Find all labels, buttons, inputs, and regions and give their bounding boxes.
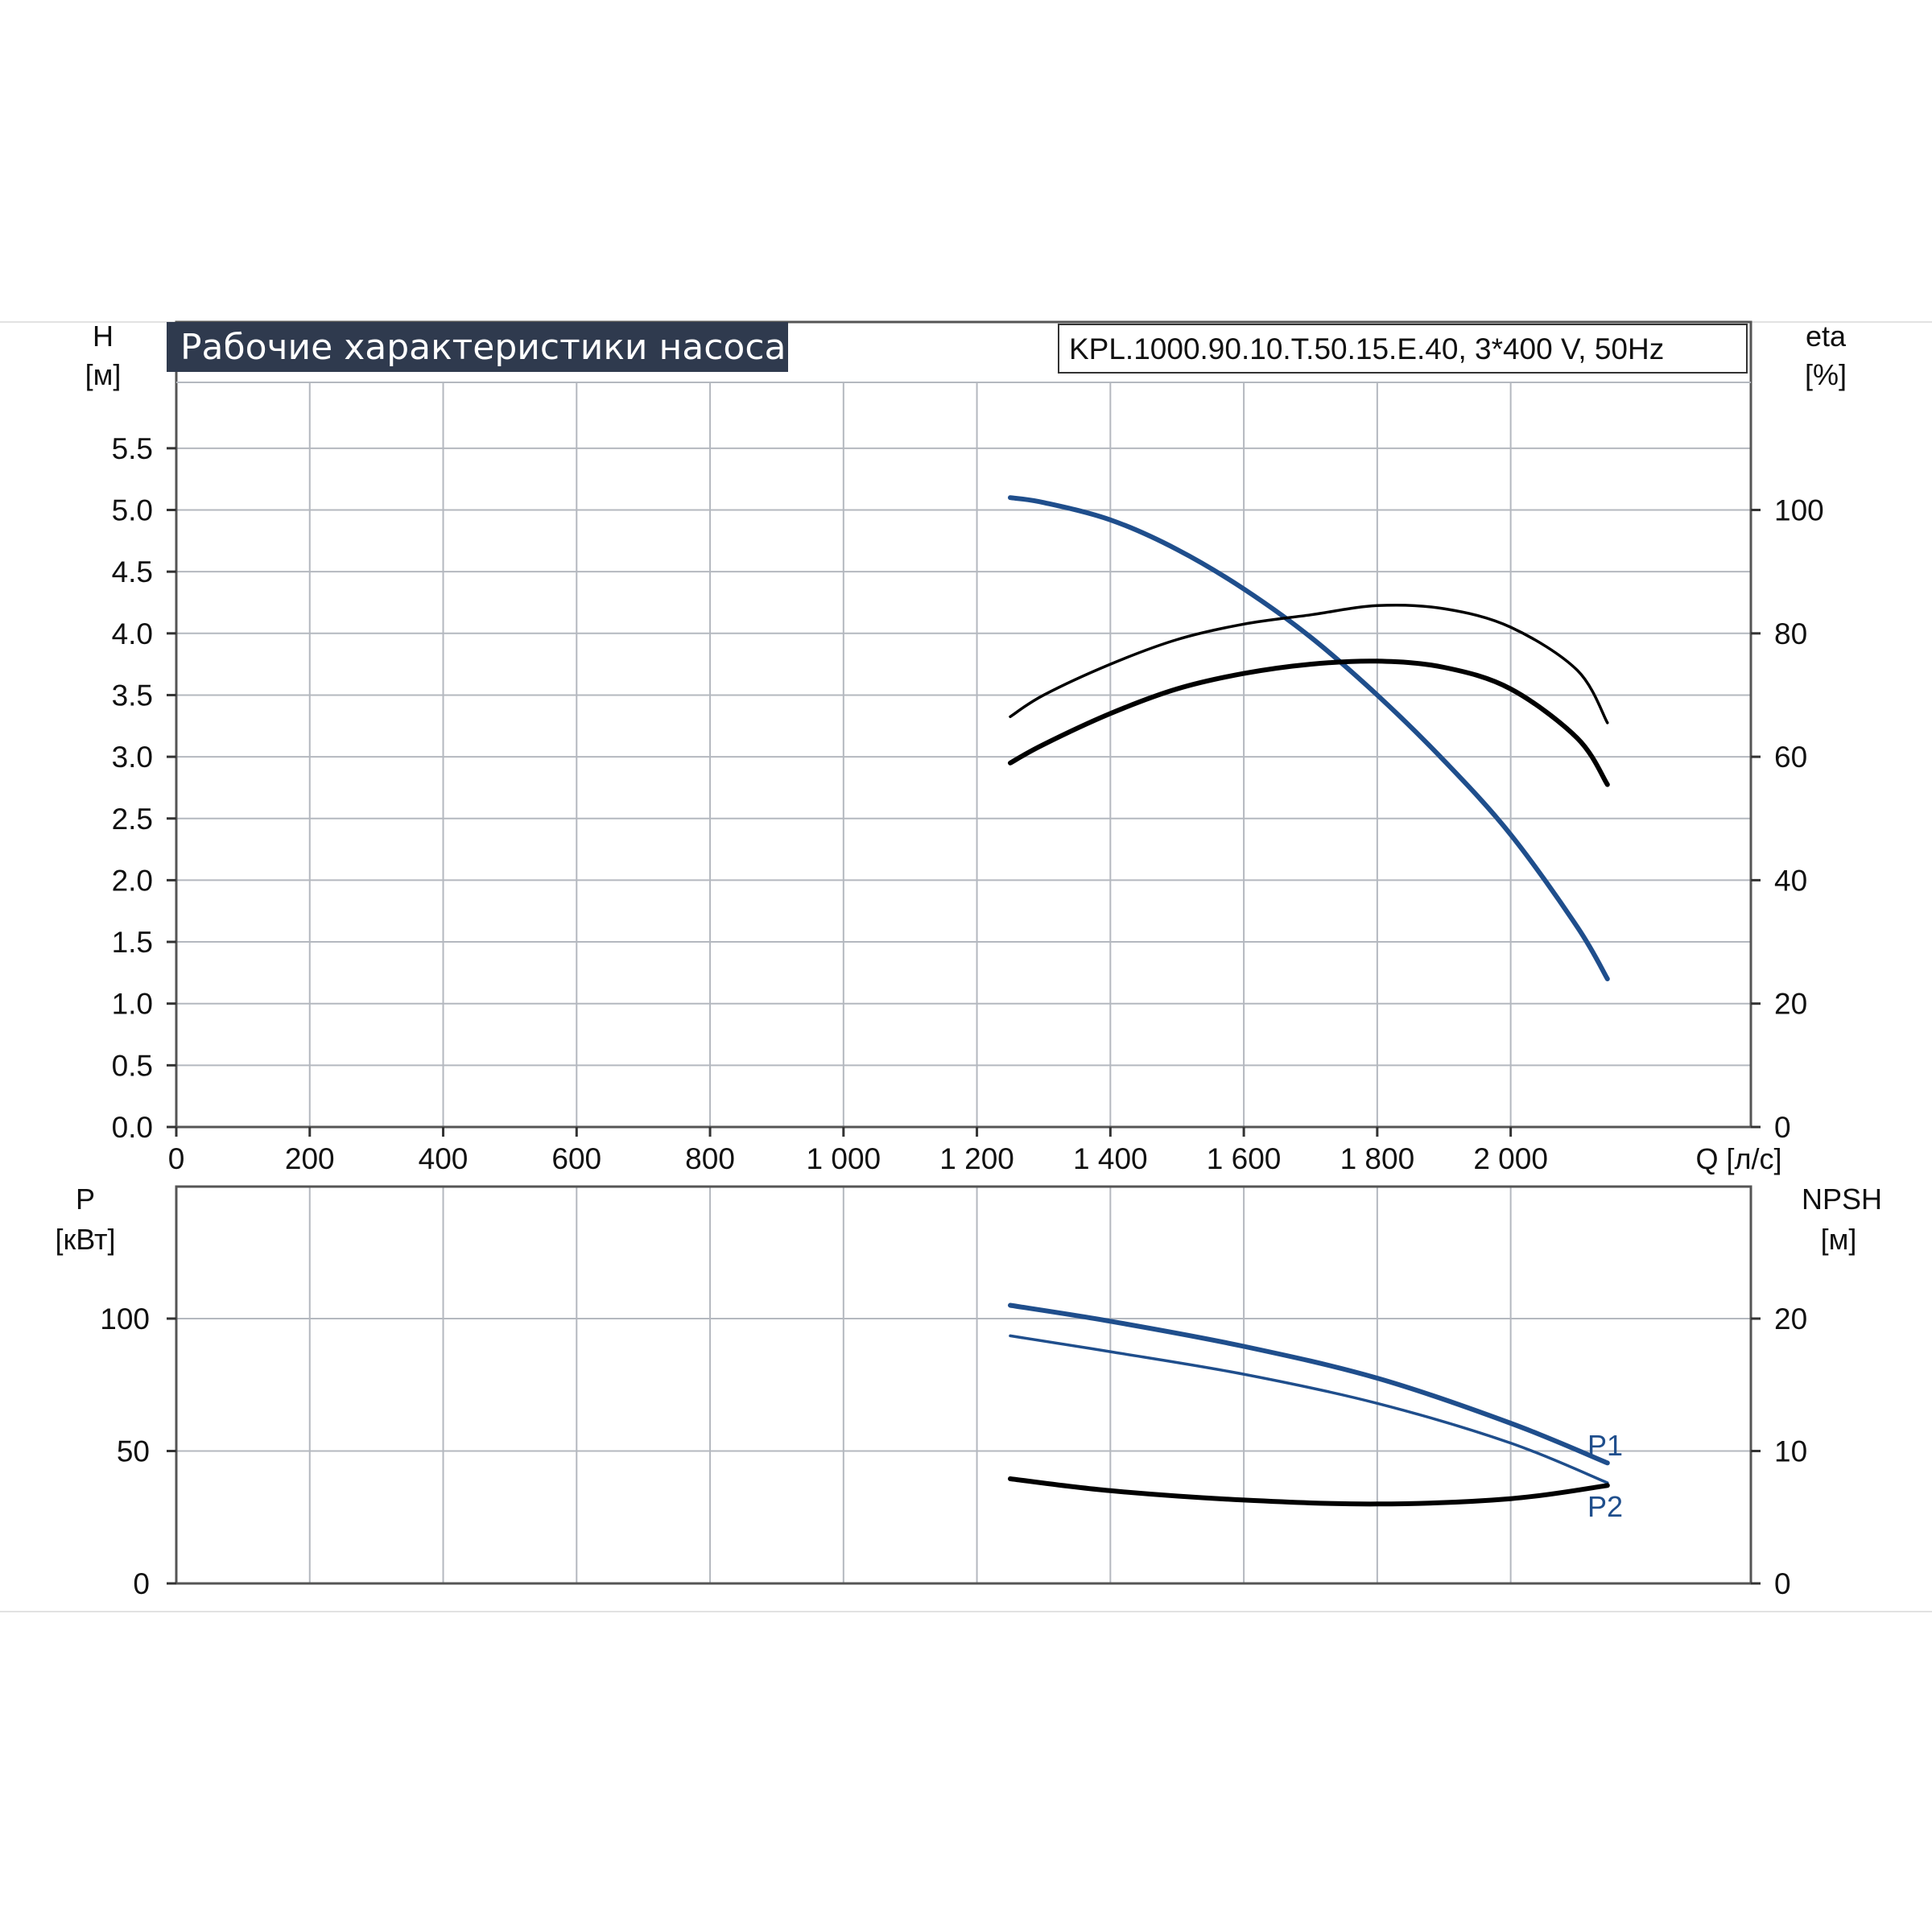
h-axis-label: H: [93, 320, 114, 353]
bottom-plot-curves: [1008, 1302, 1610, 1507]
bottom-plot-grid: [176, 1187, 1751, 1583]
h-axis-unit: [м]: [85, 358, 122, 391]
model-label: KPL.1000.90.10.T.50.15.E.40, 3*400 V, 50…: [1069, 332, 1664, 365]
top-plot-ticks: 0 200 400 600 800 1 000 1 200 1 400 1 600 1 800 2 …: [112, 432, 1824, 1175]
q-axis-label: Q [л/с]: [1695, 1142, 1781, 1175]
eta-tick-label: 0: [1774, 1111, 1791, 1144]
npsh-axis-label: NPSH: [1802, 1183, 1882, 1216]
x-tick-label: 800: [685, 1142, 735, 1175]
x-tick-label: 400: [419, 1142, 469, 1175]
efficiency-curve-thin: [1009, 603, 1609, 724]
h-tick-label: 3.0: [112, 741, 153, 774]
eta-axis-label: eta: [1806, 320, 1847, 353]
top-plot-frame: [175, 320, 1752, 1129]
p-tick-label: 0: [133, 1567, 150, 1600]
top-plot-grid: [176, 382, 1751, 1127]
npsh-tick-label: 20: [1774, 1302, 1807, 1335]
x-tick-label: 0: [168, 1142, 185, 1175]
head-curve: [1008, 495, 1610, 981]
npsh-curve: [1008, 1476, 1610, 1507]
x-tick-label: 2 000: [1473, 1142, 1548, 1175]
x-tick-label: 1 000: [807, 1142, 881, 1175]
h-tick-label: 5.0: [112, 494, 153, 527]
npsh-tick-label: 10: [1774, 1435, 1807, 1468]
p2-power-curve: [1009, 1334, 1609, 1484]
h-tick-label: 1.5: [112, 926, 153, 959]
x-tick-label: 200: [285, 1142, 335, 1175]
h-tick-label: 0.0: [112, 1111, 153, 1144]
h-tick-label: 2.5: [112, 803, 153, 836]
p2-label: P2: [1587, 1490, 1623, 1523]
h-tick-label: 4.5: [112, 555, 153, 588]
eta-tick-label: 80: [1774, 617, 1807, 650]
efficiency-curve-thick: [1008, 658, 1610, 787]
eta-tick-label: 60: [1774, 741, 1807, 774]
npsh-axis-unit: [м]: [1821, 1223, 1857, 1256]
h-tick-label: 4.0: [112, 617, 153, 650]
bottom-plot-ticks: 0 50 100 0 10 20: [100, 1302, 1807, 1600]
p-tick-label: 100: [100, 1302, 150, 1335]
h-tick-label: 2.0: [112, 864, 153, 897]
h-tick-label: 5.5: [112, 432, 153, 465]
p1-power-curve: [1008, 1302, 1610, 1466]
eta-axis-unit: [%]: [1805, 358, 1847, 391]
p1-label: P1: [1587, 1429, 1623, 1462]
x-tick-label: 1 800: [1340, 1142, 1415, 1175]
eta-tick-label: 20: [1774, 988, 1807, 1021]
x-tick-label: 1 600: [1207, 1142, 1282, 1175]
eta-tick-label: 40: [1774, 864, 1807, 897]
p-axis-unit: [кВт]: [55, 1223, 115, 1256]
x-tick-label: 1 200: [939, 1142, 1014, 1175]
p-tick-label: 50: [117, 1435, 150, 1468]
bottom-plot-frame: [175, 1185, 1752, 1585]
model-box: [1058, 324, 1748, 374]
p-axis-label: P: [76, 1183, 95, 1216]
title-box: [167, 322, 788, 372]
x-tick-label: 600: [551, 1142, 601, 1175]
h-tick-label: 3.5: [112, 679, 153, 712]
npsh-tick-label: 0: [1774, 1567, 1791, 1600]
eta-tick-label: 100: [1774, 494, 1824, 527]
h-tick-label: 1.0: [112, 988, 153, 1021]
chart-title: Рабочие характеристики насоса: [180, 327, 786, 368]
top-plot-curves: [1008, 495, 1610, 981]
x-tick-label: 1 400: [1073, 1142, 1148, 1175]
h-tick-label: 0.5: [112, 1049, 153, 1082]
